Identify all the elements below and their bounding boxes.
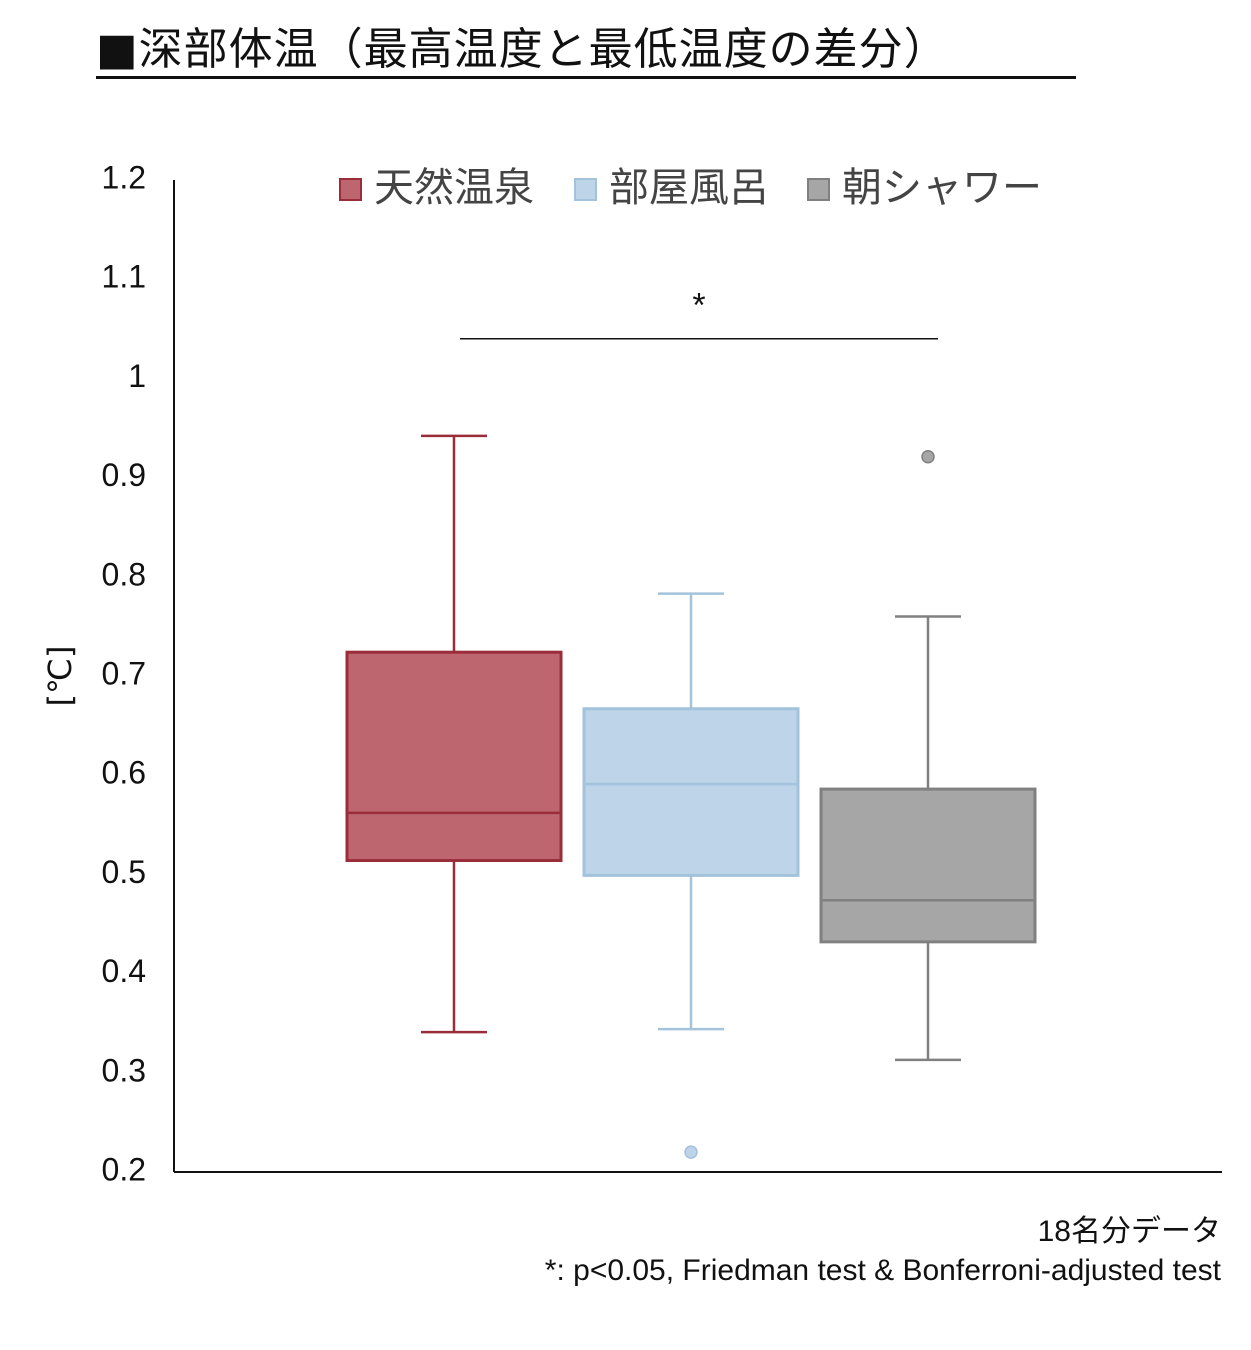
y-tick-label: 0.6 bbox=[102, 755, 146, 791]
axes bbox=[173, 180, 1222, 1173]
y-tick-label: 0.3 bbox=[102, 1052, 146, 1088]
statistics-note: *: p<0.05, Friedman test & Bonferroni-ad… bbox=[544, 1254, 1221, 1287]
legend-label: 天然温泉 bbox=[374, 165, 534, 211]
legend-label: 部屋風呂 bbox=[609, 165, 769, 211]
box-1 bbox=[345, 434, 563, 1034]
iqr-box bbox=[819, 787, 1037, 944]
y-axis-label: [℃] bbox=[41, 646, 79, 707]
y-tick-label: 0.8 bbox=[102, 556, 146, 592]
iqr-box bbox=[345, 650, 563, 863]
outlier-point bbox=[921, 450, 935, 464]
y-tick-label: 0.2 bbox=[102, 1151, 146, 1187]
title-underline bbox=[96, 76, 1076, 79]
legend-swatch bbox=[339, 178, 362, 201]
box-3 bbox=[819, 450, 1037, 1062]
iqr-box bbox=[582, 707, 800, 877]
y-tick-label: 1.1 bbox=[102, 259, 146, 295]
sample-note: 18名分データ bbox=[1037, 1215, 1221, 1248]
box-2 bbox=[582, 592, 800, 1159]
legend: 天然温泉 部屋風呂 朝シャワー bbox=[339, 165, 1042, 211]
y-tick-labels: 0.2 0.3 0.4 0.5 0.6 0.7 0.8 0.9 1 1.1 1.2 bbox=[102, 159, 146, 1187]
y-tick-label: 0.5 bbox=[102, 854, 146, 890]
y-tick-label: 0.4 bbox=[102, 953, 146, 989]
legend-swatch bbox=[807, 178, 830, 201]
boxes bbox=[345, 434, 1037, 1159]
significance-annotation: * bbox=[460, 287, 938, 340]
y-tick-label: 1 bbox=[128, 358, 146, 394]
outlier-point bbox=[684, 1145, 698, 1159]
y-tick-label: 1.2 bbox=[102, 159, 146, 195]
legend-swatch bbox=[574, 178, 597, 201]
y-tick-label: 0.9 bbox=[102, 457, 146, 493]
legend-label: 朝シャワー bbox=[842, 165, 1042, 211]
significance-star: * bbox=[692, 287, 705, 325]
chart-title: ■深部体温（最高温度と最低温度の差分） bbox=[96, 24, 949, 75]
y-tick-label: 0.7 bbox=[102, 655, 146, 691]
